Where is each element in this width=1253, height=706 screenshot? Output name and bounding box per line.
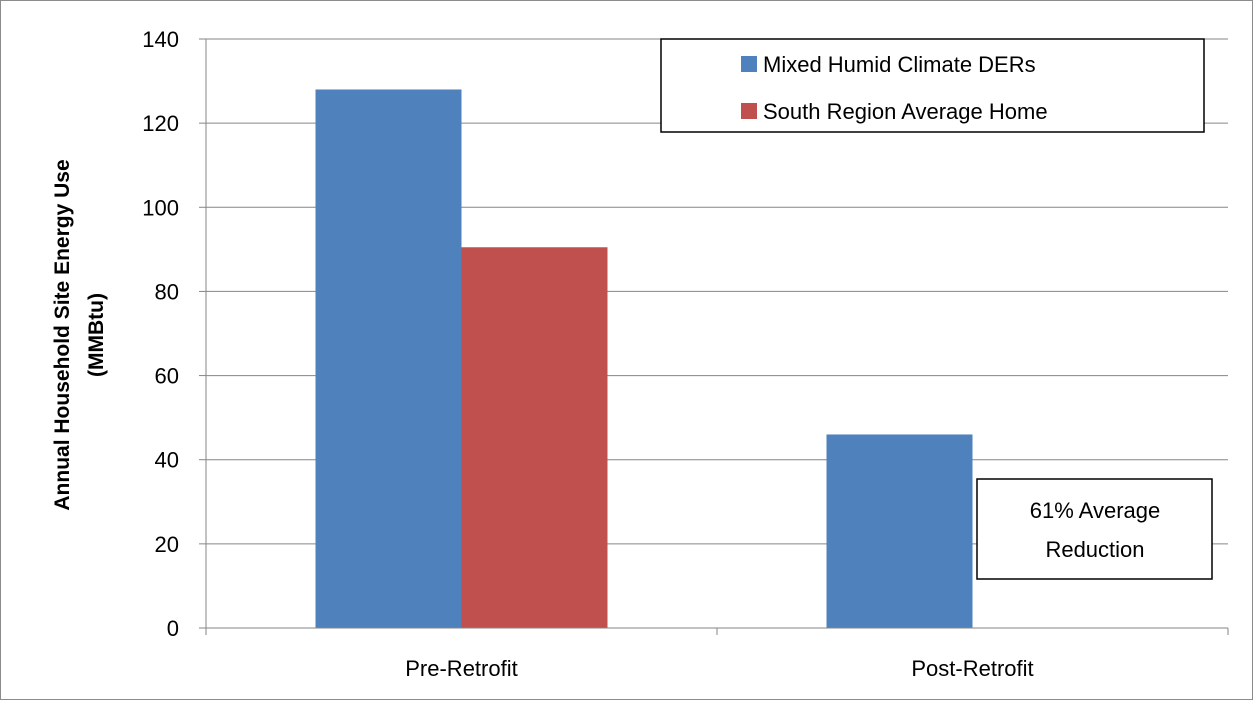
annotation-line-2: Reduction xyxy=(1045,537,1144,562)
y-tick-label: 60 xyxy=(155,364,179,389)
legend-swatch-series-1 xyxy=(741,56,757,72)
y-axis-title: Annual Household Site Energy Use (MMBtu) xyxy=(51,159,108,510)
y-tick-label: 100 xyxy=(142,195,179,220)
y-tick-label: 0 xyxy=(167,616,179,641)
legend-label-series-2: South Region Average Home xyxy=(763,99,1048,124)
axes: 0 20 40 60 80 100 120 140 Pre-Retrofit Post-Retro… xyxy=(142,27,1229,681)
legend-swatch-series-2 xyxy=(741,103,757,119)
y-axis-title-line-1: Annual Household Site Energy Use xyxy=(51,159,74,510)
bar-post-retrofit-series-1 xyxy=(826,434,973,628)
bars xyxy=(315,89,973,628)
bar-pre-retrofit-series-2 xyxy=(461,247,608,628)
legend: Mixed Humid Climate DERs South Region Av… xyxy=(660,38,1205,133)
legend-label-series-1: Mixed Humid Climate DERs xyxy=(763,52,1036,77)
y-tick-label: 140 xyxy=(142,27,179,52)
annotation-callout: 61% Average Reduction xyxy=(976,478,1213,580)
y-axis-title-line-2: (MMBtu) xyxy=(85,293,108,377)
y-tick-label: 120 xyxy=(142,111,179,136)
bar-pre-retrofit-series-1 xyxy=(315,89,462,628)
y-tick-label: 20 xyxy=(155,532,179,557)
y-tick-label: 80 xyxy=(155,279,179,304)
y-tick-label: 40 xyxy=(155,448,179,473)
x-tick-label: Pre-Retrofit xyxy=(405,656,517,681)
x-tick-label: Post-Retrofit xyxy=(911,656,1033,681)
annotation-box xyxy=(976,478,1213,580)
annotation-line-1: 61% Average xyxy=(1030,498,1160,523)
